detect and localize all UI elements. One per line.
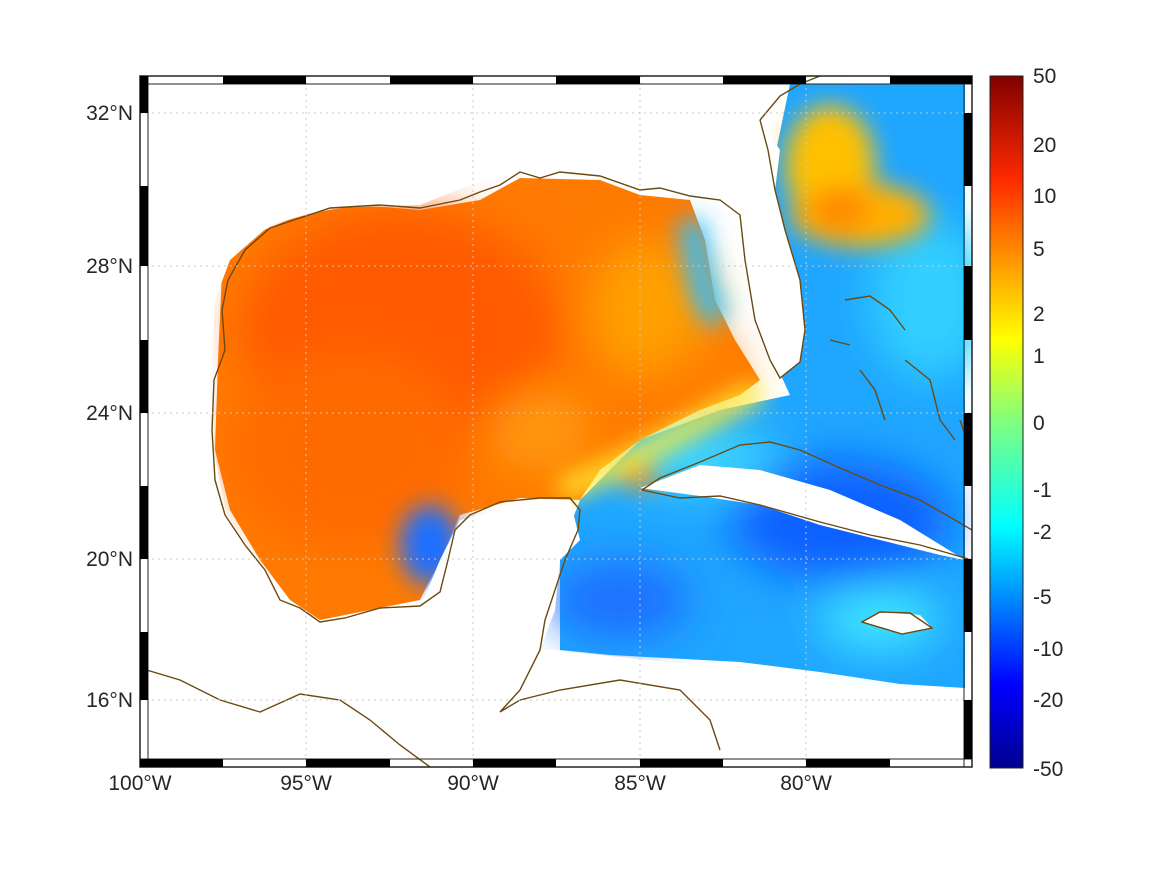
colorbar-label: 20 <box>1033 134 1056 157</box>
lon-tick-label: 95°W <box>280 772 332 795</box>
land-mask <box>140 76 972 767</box>
colorbar-gradient <box>989 75 1024 769</box>
data-field <box>215 84 972 688</box>
jamaica-coastline <box>860 611 934 635</box>
colorbar-label: -50 <box>1033 758 1063 781</box>
map-frame <box>139 75 973 768</box>
colorbar-label: -1 <box>1033 479 1052 502</box>
lon-tick-label: 85°W <box>614 772 666 795</box>
colorbar-label: -5 <box>1033 586 1052 609</box>
graticule <box>140 76 972 767</box>
cuba-coastline <box>641 441 972 561</box>
colorbar-label: -2 <box>1033 521 1052 544</box>
central-america-coastline <box>140 667 431 767</box>
latitude-ticks: 32°N 28°N 24°N 20°N 16°N <box>86 102 133 712</box>
longitude-ticks: 100°W 95°W 90°W 85°W 80°W <box>108 772 832 795</box>
atlantic-coastline <box>759 76 821 121</box>
colorbar-label: -10 <box>1033 638 1063 661</box>
colorbar-label: 50 <box>1033 65 1056 88</box>
lat-tick-label: 16°N <box>86 689 133 712</box>
colorbar-label: 5 <box>1033 238 1045 261</box>
colorbar-label: -20 <box>1033 689 1063 712</box>
bahamas-coastline <box>829 295 971 451</box>
colorbar-label: 1 <box>1033 345 1045 368</box>
colorbar: 50 20 10 5 2 1 0 -1 -2 -5 -10 -20 -50 <box>989 65 1063 781</box>
coastlines <box>140 76 972 767</box>
lon-tick-label: 90°W <box>447 772 499 795</box>
lat-tick-label: 32°N <box>86 102 133 125</box>
lat-tick-label: 24°N <box>86 402 133 425</box>
colorbar-label: 2 <box>1033 303 1045 326</box>
gulf-coastline <box>211 119 806 751</box>
lat-tick-label: 28°N <box>86 255 133 278</box>
lon-tick-label: 100°W <box>108 772 171 795</box>
lat-tick-label: 20°N <box>86 548 133 571</box>
colorbar-label: 10 <box>1033 185 1056 208</box>
lon-tick-label: 80°W <box>780 772 832 795</box>
colorbar-label: 0 <box>1033 412 1045 435</box>
